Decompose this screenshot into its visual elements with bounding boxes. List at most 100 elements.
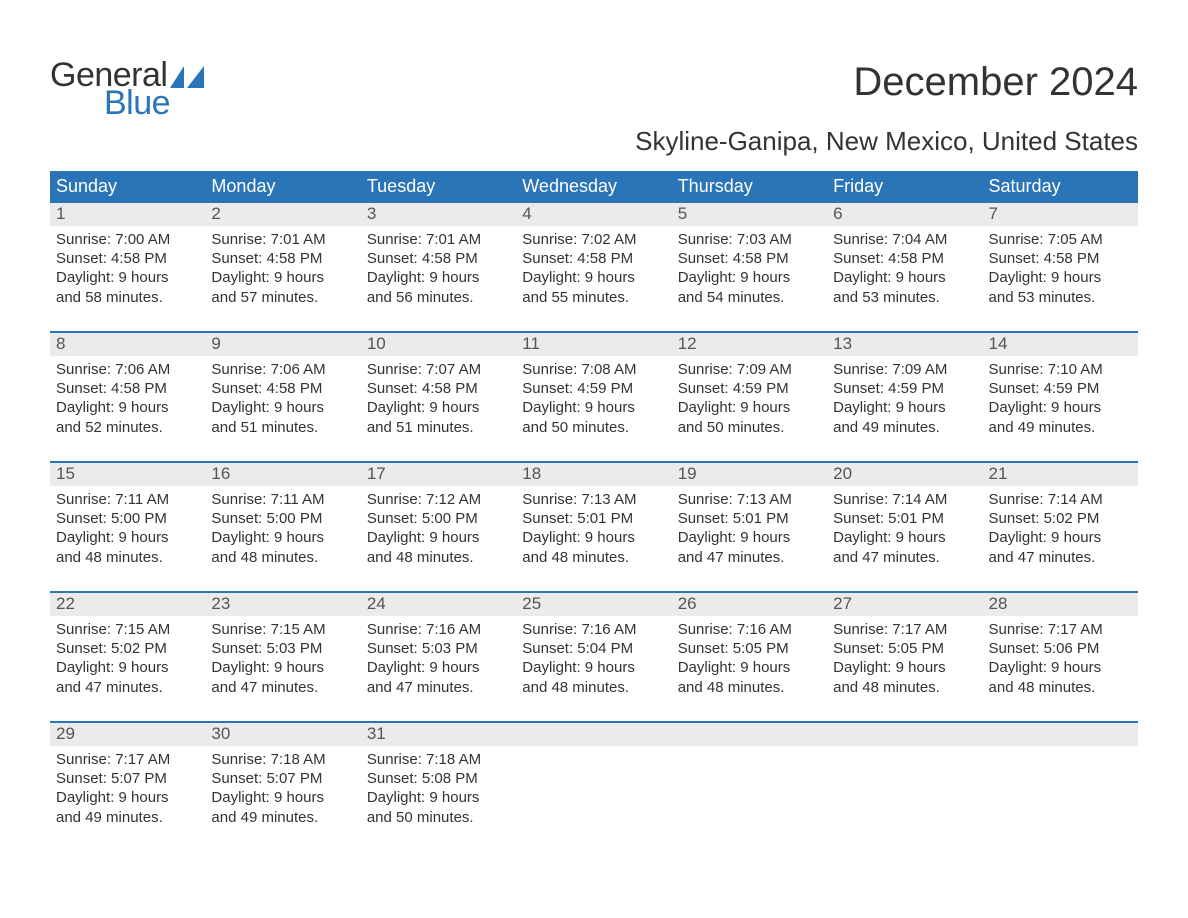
day-day1: Daylight: 9 hours bbox=[56, 788, 199, 807]
day-details: Sunrise: 7:12 AMSunset: 5:00 PMDaylight:… bbox=[361, 486, 516, 567]
day-sunset: Sunset: 4:58 PM bbox=[833, 249, 976, 268]
day-day2: and 48 minutes. bbox=[522, 678, 665, 697]
day-sunset: Sunset: 5:05 PM bbox=[678, 639, 821, 658]
day-details: Sunrise: 7:05 AMSunset: 4:58 PMDaylight:… bbox=[983, 226, 1138, 307]
day-details: Sunrise: 7:17 AMSunset: 5:07 PMDaylight:… bbox=[50, 746, 205, 827]
day-number: 3 bbox=[361, 203, 516, 226]
day-sunrise: Sunrise: 7:16 AM bbox=[678, 620, 821, 639]
day-sunrise: Sunrise: 7:11 AM bbox=[211, 490, 354, 509]
day-sunset: Sunset: 4:58 PM bbox=[211, 249, 354, 268]
day-day2: and 47 minutes. bbox=[833, 548, 976, 567]
day-details: Sunrise: 7:16 AMSunset: 5:03 PMDaylight:… bbox=[361, 616, 516, 697]
day-sunrise: Sunrise: 7:17 AM bbox=[56, 750, 199, 769]
day-sunset: Sunset: 5:00 PM bbox=[367, 509, 510, 528]
calendar-day: 5Sunrise: 7:03 AMSunset: 4:58 PMDaylight… bbox=[672, 203, 827, 331]
calendar-day: 7Sunrise: 7:05 AMSunset: 4:58 PMDaylight… bbox=[983, 203, 1138, 331]
day-day1: Daylight: 9 hours bbox=[367, 788, 510, 807]
day-sunset: Sunset: 5:04 PM bbox=[522, 639, 665, 658]
day-day2: and 47 minutes. bbox=[678, 548, 821, 567]
day-sunset: Sunset: 4:58 PM bbox=[367, 249, 510, 268]
calendar-day: 12Sunrise: 7:09 AMSunset: 4:59 PMDayligh… bbox=[672, 333, 827, 461]
day-sunrise: Sunrise: 7:00 AM bbox=[56, 230, 199, 249]
calendar-day: 1Sunrise: 7:00 AMSunset: 4:58 PMDaylight… bbox=[50, 203, 205, 331]
day-day2: and 48 minutes. bbox=[989, 678, 1132, 697]
day-number: 26 bbox=[672, 593, 827, 616]
weekday-header: Thursday bbox=[672, 171, 827, 203]
day-details: Sunrise: 7:13 AMSunset: 5:01 PMDaylight:… bbox=[516, 486, 671, 567]
day-sunrise: Sunrise: 7:17 AM bbox=[989, 620, 1132, 639]
day-number: 9 bbox=[205, 333, 360, 356]
day-sunrise: Sunrise: 7:10 AM bbox=[989, 360, 1132, 379]
day-sunrise: Sunrise: 7:01 AM bbox=[367, 230, 510, 249]
day-number: 23 bbox=[205, 593, 360, 616]
day-details: Sunrise: 7:08 AMSunset: 4:59 PMDaylight:… bbox=[516, 356, 671, 437]
day-sunrise: Sunrise: 7:05 AM bbox=[989, 230, 1132, 249]
calendar-week: 22Sunrise: 7:15 AMSunset: 5:02 PMDayligh… bbox=[50, 591, 1138, 721]
calendar-day: 14Sunrise: 7:10 AMSunset: 4:59 PMDayligh… bbox=[983, 333, 1138, 461]
location-text: Skyline-Ganipa, New Mexico, United State… bbox=[50, 126, 1138, 157]
day-day2: and 51 minutes. bbox=[211, 418, 354, 437]
day-details: Sunrise: 7:01 AMSunset: 4:58 PMDaylight:… bbox=[361, 226, 516, 307]
calendar-day: 4Sunrise: 7:02 AMSunset: 4:58 PMDaylight… bbox=[516, 203, 671, 331]
day-sunset: Sunset: 5:03 PM bbox=[367, 639, 510, 658]
day-details: Sunrise: 7:16 AMSunset: 5:04 PMDaylight:… bbox=[516, 616, 671, 697]
day-sunrise: Sunrise: 7:01 AM bbox=[211, 230, 354, 249]
page-title: December 2024 bbox=[853, 60, 1138, 105]
day-sunrise: Sunrise: 7:13 AM bbox=[678, 490, 821, 509]
day-sunset: Sunset: 4:59 PM bbox=[678, 379, 821, 398]
day-day1: Daylight: 9 hours bbox=[56, 268, 199, 287]
day-day1: Daylight: 9 hours bbox=[989, 398, 1132, 417]
calendar-day: 15Sunrise: 7:11 AMSunset: 5:00 PMDayligh… bbox=[50, 463, 205, 591]
calendar-day: 6Sunrise: 7:04 AMSunset: 4:58 PMDaylight… bbox=[827, 203, 982, 331]
day-details: Sunrise: 7:11 AMSunset: 5:00 PMDaylight:… bbox=[50, 486, 205, 567]
day-day1: Daylight: 9 hours bbox=[367, 658, 510, 677]
brand-word2: Blue bbox=[104, 86, 204, 120]
weekday-header: Saturday bbox=[983, 171, 1138, 203]
day-details: Sunrise: 7:04 AMSunset: 4:58 PMDaylight:… bbox=[827, 226, 982, 307]
day-day1: Daylight: 9 hours bbox=[678, 398, 821, 417]
weekday-header: Monday bbox=[205, 171, 360, 203]
day-sunrise: Sunrise: 7:09 AM bbox=[833, 360, 976, 379]
day-day2: and 47 minutes. bbox=[989, 548, 1132, 567]
day-sunrise: Sunrise: 7:17 AM bbox=[833, 620, 976, 639]
day-day1: Daylight: 9 hours bbox=[833, 268, 976, 287]
day-details: Sunrise: 7:06 AMSunset: 4:58 PMDaylight:… bbox=[50, 356, 205, 437]
calendar-week: 1Sunrise: 7:00 AMSunset: 4:58 PMDaylight… bbox=[50, 203, 1138, 331]
day-number: 1 bbox=[50, 203, 205, 226]
day-sunset: Sunset: 4:58 PM bbox=[522, 249, 665, 268]
day-details: Sunrise: 7:09 AMSunset: 4:59 PMDaylight:… bbox=[672, 356, 827, 437]
calendar-day: 25Sunrise: 7:16 AMSunset: 5:04 PMDayligh… bbox=[516, 593, 671, 721]
day-day1: Daylight: 9 hours bbox=[211, 658, 354, 677]
day-day1: Daylight: 9 hours bbox=[367, 528, 510, 547]
day-sunrise: Sunrise: 7:11 AM bbox=[56, 490, 199, 509]
day-details: Sunrise: 7:15 AMSunset: 5:03 PMDaylight:… bbox=[205, 616, 360, 697]
day-day1: Daylight: 9 hours bbox=[989, 268, 1132, 287]
calendar-day: 18Sunrise: 7:13 AMSunset: 5:01 PMDayligh… bbox=[516, 463, 671, 591]
brand-logo: General Blue bbox=[50, 58, 204, 120]
day-sunset: Sunset: 4:59 PM bbox=[522, 379, 665, 398]
day-details: Sunrise: 7:07 AMSunset: 4:58 PMDaylight:… bbox=[361, 356, 516, 437]
day-day2: and 49 minutes. bbox=[833, 418, 976, 437]
day-day1: Daylight: 9 hours bbox=[678, 268, 821, 287]
day-day1: Daylight: 9 hours bbox=[56, 398, 199, 417]
calendar-day: 27Sunrise: 7:17 AMSunset: 5:05 PMDayligh… bbox=[827, 593, 982, 721]
calendar-day: 26Sunrise: 7:16 AMSunset: 5:05 PMDayligh… bbox=[672, 593, 827, 721]
day-number: 5 bbox=[672, 203, 827, 226]
day-day2: and 47 minutes. bbox=[56, 678, 199, 697]
weekday-header: Wednesday bbox=[516, 171, 671, 203]
day-number: 7 bbox=[983, 203, 1138, 226]
day-details: Sunrise: 7:11 AMSunset: 5:00 PMDaylight:… bbox=[205, 486, 360, 567]
day-sunset: Sunset: 5:02 PM bbox=[989, 509, 1132, 528]
day-day2: and 50 minutes. bbox=[522, 418, 665, 437]
day-number: 13 bbox=[827, 333, 982, 356]
day-number: 8 bbox=[50, 333, 205, 356]
day-sunrise: Sunrise: 7:08 AM bbox=[522, 360, 665, 379]
day-details: Sunrise: 7:00 AMSunset: 4:58 PMDaylight:… bbox=[50, 226, 205, 307]
day-sunset: Sunset: 5:07 PM bbox=[56, 769, 199, 788]
day-sunset: Sunset: 4:58 PM bbox=[367, 379, 510, 398]
calendar-day: 29Sunrise: 7:17 AMSunset: 5:07 PMDayligh… bbox=[50, 723, 205, 851]
day-number: . bbox=[672, 723, 827, 746]
day-day1: Daylight: 9 hours bbox=[833, 528, 976, 547]
day-day1: Daylight: 9 hours bbox=[211, 268, 354, 287]
day-number: 16 bbox=[205, 463, 360, 486]
